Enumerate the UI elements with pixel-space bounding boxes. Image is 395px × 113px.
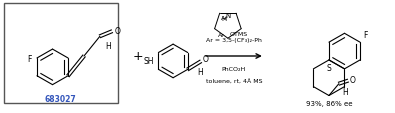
Text: O: O (115, 27, 121, 35)
Text: 93%, 86% ee: 93%, 86% ee (306, 101, 353, 106)
Text: S: S (327, 63, 331, 72)
Text: Ar = 3,5-(CF₃)₂-Ph: Ar = 3,5-(CF₃)₂-Ph (206, 37, 262, 42)
Text: H: H (221, 16, 226, 22)
Text: +: + (133, 50, 143, 63)
Text: Ar: Ar (221, 16, 228, 21)
Text: N: N (226, 13, 231, 19)
Text: toluene, rt, 4Å MS: toluene, rt, 4Å MS (206, 79, 262, 84)
Text: H: H (197, 68, 203, 77)
Text: 683027: 683027 (45, 94, 76, 103)
Text: F: F (363, 31, 367, 40)
Text: Ar: Ar (218, 32, 224, 37)
Text: F: F (28, 55, 32, 64)
Text: O: O (203, 54, 209, 63)
Text: SH: SH (144, 56, 154, 65)
Text: O: O (350, 75, 356, 84)
Text: PhCO₂H: PhCO₂H (222, 67, 246, 72)
Text: H: H (105, 42, 111, 51)
Bar (4, 4, 118, 104)
Text: H: H (342, 87, 348, 96)
Text: OTMS: OTMS (230, 32, 248, 37)
